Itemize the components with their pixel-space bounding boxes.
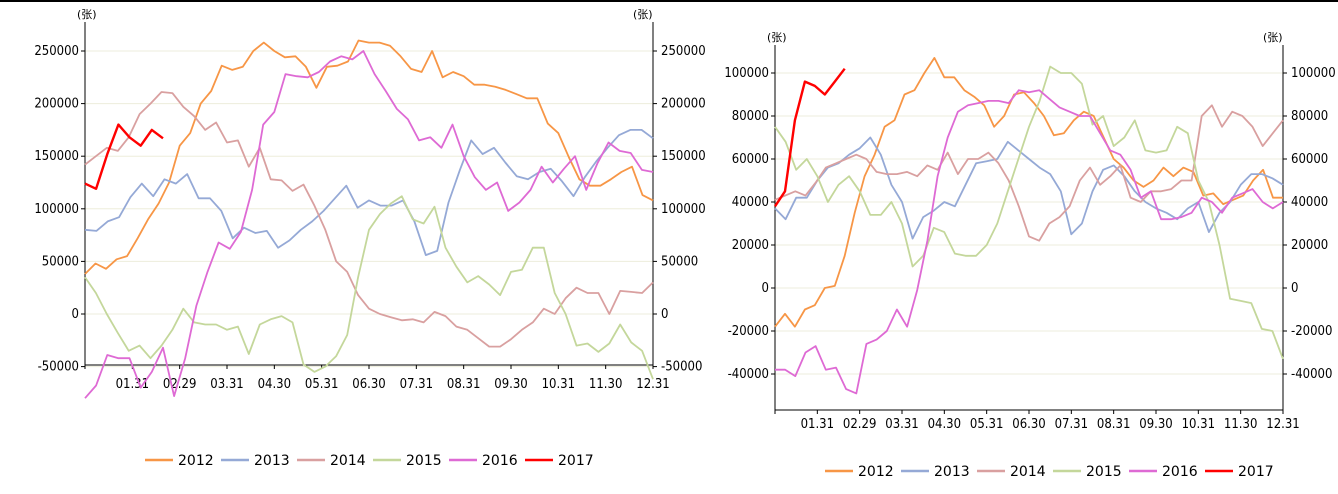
x-tick-label: 06.30 [1012, 417, 1045, 432]
series-line-2015 [774, 65, 1284, 360]
legend-label-2015: 2015 [406, 453, 442, 469]
x-tick-label: 03.31 [885, 417, 918, 432]
unit-label-right: (张) [633, 8, 653, 21]
legend-label-2016: 2016 [1162, 464, 1198, 480]
legend-label-2014: 2014 [1010, 464, 1046, 480]
y-tick-label-left: 0 [72, 307, 79, 322]
legend-label-2013: 2013 [254, 453, 290, 469]
x-tick-label: 07.31 [1055, 417, 1088, 432]
y-tick-label-left: -20000 [728, 324, 769, 339]
y-tick-label-right: -50000 [661, 360, 702, 375]
x-tick-label: 12.31 [636, 377, 669, 392]
y-tick-label-left: -50000 [38, 360, 79, 375]
top-rule [0, 0, 1338, 2]
x-tick-label: 02.29 [843, 417, 876, 432]
series-line-2016 [84, 50, 654, 399]
chart-2: (张) (张) 100000 100000 80000 80000 60000 60000 40… [724, 31, 1335, 480]
x-tick-label: 05.31 [305, 377, 338, 392]
x-tick-label: 07.31 [400, 377, 433, 392]
y-tick-label-right: 20000 [1291, 238, 1328, 253]
x-tick-label: 11.30 [589, 377, 622, 392]
y-tick-label-left: 250000 [34, 44, 79, 59]
y-tick-label-right: 100000 [661, 202, 706, 217]
series-line-2014 [84, 91, 654, 348]
y-tick-label-left: 100000 [724, 66, 769, 81]
legend-label-2016: 2016 [482, 453, 518, 469]
x-tick-label: 04.30 [258, 377, 291, 392]
series-line-2016 [775, 89, 1284, 395]
y-tick-label-left: 200000 [34, 97, 79, 112]
x-tick-label: 08.31 [1097, 417, 1130, 432]
y-tick-label-left: 20000 [732, 238, 769, 253]
legend-label-2014: 2014 [330, 453, 366, 469]
unit-label-left: (张) [77, 8, 97, 21]
y-tick-label-left: -40000 [728, 367, 769, 382]
y-tick-label-right: 50000 [661, 254, 698, 269]
y-tick-label-right: 150000 [661, 149, 706, 164]
x-tick-label: 05.31 [970, 417, 1003, 432]
y-tick-label-left: 40000 [732, 195, 769, 210]
x-tick-label: 10.31 [1182, 417, 1215, 432]
legend-label-2017: 2017 [1238, 464, 1274, 480]
x-tick-label: 01.31 [801, 417, 834, 432]
y-tick-label-right: 250000 [661, 44, 706, 59]
series-line-2013 [774, 136, 1284, 240]
y-tick-label-left: 100000 [34, 202, 79, 217]
series-line-2012 [84, 39, 654, 275]
x-tick-label: 08.31 [447, 377, 480, 392]
series-line-2017 [774, 67, 846, 207]
y-tick-label-right: -40000 [1291, 367, 1332, 382]
legend-label-2012: 2012 [178, 453, 214, 469]
y-tick-label-left: 150000 [34, 149, 79, 164]
series-line-2013 [84, 128, 654, 257]
y-tick-label-right: 0 [1291, 281, 1298, 296]
x-tick-label: 09.30 [1139, 417, 1172, 432]
x-tick-label: 11.30 [1224, 417, 1257, 432]
y-tick-label-right: 0 [661, 307, 668, 322]
series-line-2017 [84, 123, 164, 191]
y-tick-label-left: 50000 [42, 254, 79, 269]
x-tick-label: 04.30 [928, 417, 961, 432]
y-tick-label-left: 80000 [732, 109, 769, 124]
x-tick-label: 09.30 [494, 377, 527, 392]
series-line-2014 [774, 104, 1284, 242]
x-tick-label: 03.31 [210, 377, 243, 392]
y-tick-label-right: 40000 [1291, 195, 1328, 210]
unit-label-right: (张) [1263, 31, 1283, 44]
legend-label-2017: 2017 [558, 453, 594, 469]
x-tick-label: 12.31 [1266, 417, 1299, 432]
y-tick-label-left: 0 [762, 281, 769, 296]
x-tick-label: 10.31 [542, 377, 575, 392]
x-tick-label: 06.30 [352, 377, 385, 392]
y-tick-label-right: 60000 [1291, 152, 1328, 167]
y-tick-label-right: 200000 [661, 97, 706, 112]
x-tick-label: 01.31 [116, 377, 149, 392]
y-tick-label-left: 60000 [732, 152, 769, 167]
legend-label-2012: 2012 [858, 464, 894, 480]
legend-label-2013: 2013 [934, 464, 970, 480]
y-tick-label-right: 100000 [1291, 66, 1336, 81]
legend-label-2015: 2015 [1086, 464, 1122, 480]
y-tick-label-right: 80000 [1291, 109, 1328, 124]
series-line-2012 [774, 57, 1283, 328]
unit-label-left: (张) [767, 31, 787, 44]
chart-1: (张) (张) 250000 250000 200000 200000 150000 1500… [34, 8, 705, 469]
series-line-2015 [84, 195, 654, 380]
y-tick-label-right: -20000 [1291, 324, 1332, 339]
